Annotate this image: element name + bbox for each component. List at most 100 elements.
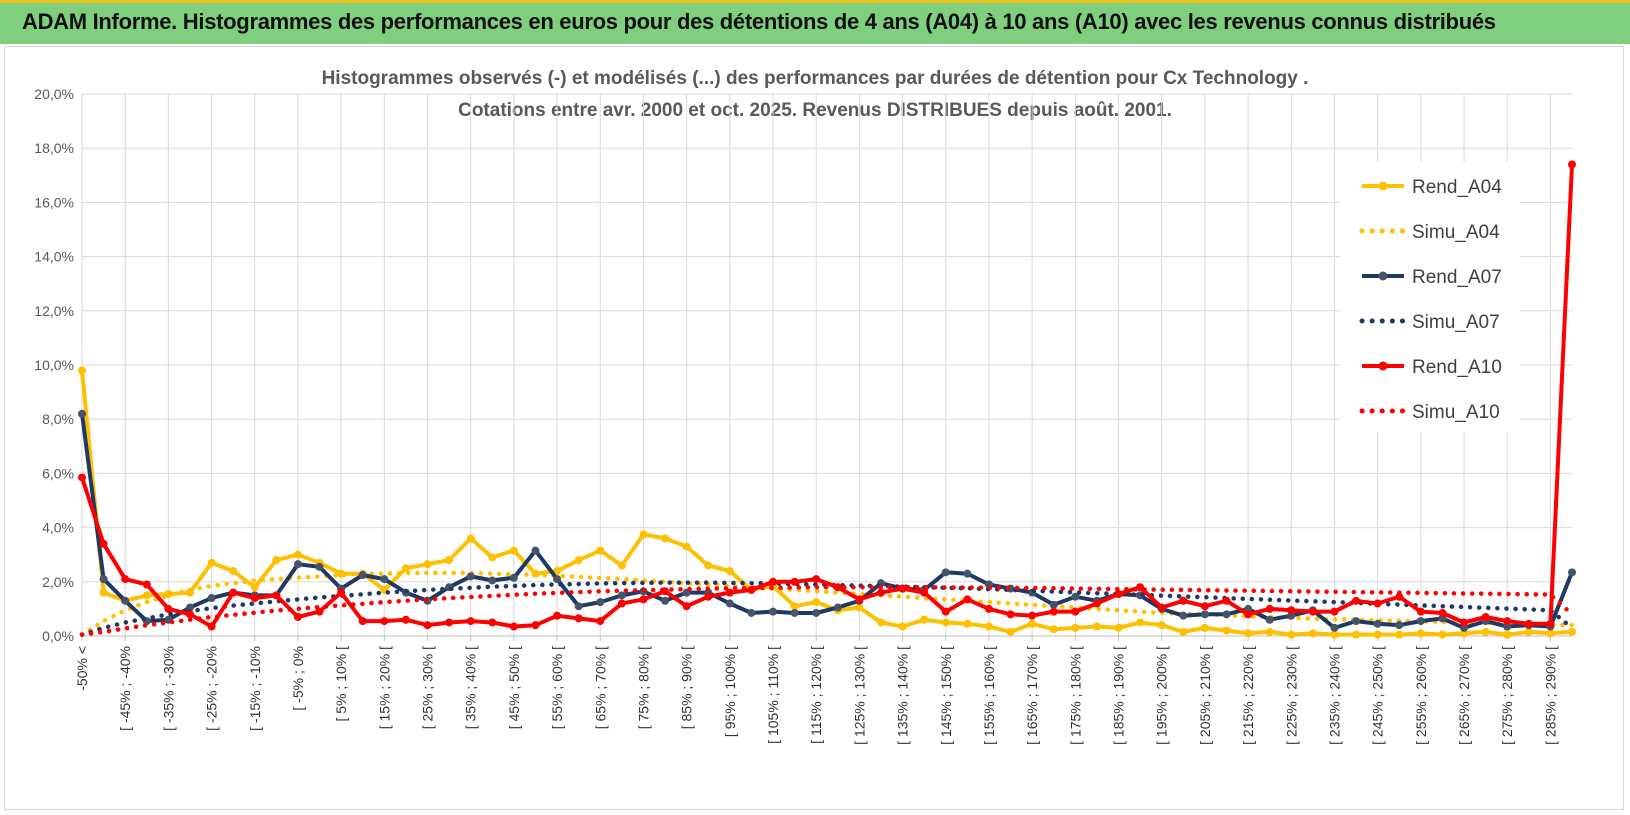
data-point-rend-a04 [1006,627,1015,636]
data-point-rend-a10 [1524,619,1533,628]
data-point-rend-a07 [1200,610,1209,619]
data-point-rend-a07 [358,571,367,580]
data-point-rend-a04 [207,558,216,567]
data-point-rend-a04 [574,556,583,565]
data-point-rend-a10 [1373,599,1382,608]
data-point-rend-a07 [99,575,108,584]
data-point-rend-a10 [380,617,389,626]
data-point-rend-a10 [1287,606,1296,615]
report-title: ADAM Informe. Histogrammes des performan… [22,9,1496,34]
data-point-rend-a10 [1028,611,1037,620]
x-tick-label: [ 65% ; 70% [ [592,646,608,729]
data-point-rend-a07 [1568,568,1576,577]
data-point-rend-a10 [250,594,259,603]
legend-label-rend-a04: Rend_A04 [1412,177,1502,198]
x-tick-label: [ 155% ; 160% [ [981,646,997,745]
data-point-rend-a10 [509,622,518,631]
data-point-rend-a10 [1460,618,1469,627]
data-point-rend-a04 [963,619,972,628]
x-tick-label: [ -25% ; -20% [204,646,220,731]
data-point-rend-a04 [1179,627,1188,636]
x-tick-label: [ 125% ; 130% [ [851,646,867,745]
y-tick-label: 12,0% [34,303,74,319]
data-point-rend-a04 [1200,623,1209,632]
legend-background [1340,162,1520,432]
data-point-rend-a04 [553,566,562,575]
data-point-rend-a04 [1395,630,1404,639]
data-point-rend-a07 [963,569,972,578]
data-point-rend-a07 [1416,617,1425,626]
data-point-rend-a10 [293,613,302,622]
data-point-rend-a04 [250,583,259,592]
y-tick-label: 8,0% [42,411,74,427]
data-point-rend-a04 [617,561,626,570]
y-tick-label: 6,0% [42,465,74,481]
chart-frame [4,46,1624,810]
data-point-rend-a10 [1265,604,1274,613]
data-point-rend-a10 [1395,592,1404,601]
data-point-rend-a07 [1071,592,1080,601]
y-tick-label: 16,0% [34,194,74,210]
data-point-rend-a07 [725,599,734,608]
data-point-rend-a10 [142,580,151,589]
data-point-rend-a07 [661,596,670,605]
data-point-rend-a04 [1546,629,1555,638]
x-tick-label: [ 205% ; 210% [ [1197,646,1213,745]
x-tick-label: [ 285% ; 290% [ [1542,646,1558,745]
data-point-rend-a07 [380,575,389,584]
data-point-rend-a04 [99,588,108,597]
data-point-rend-a07 [1330,623,1339,632]
data-point-rend-a04 [1352,630,1361,639]
data-point-rend-a10 [272,591,281,600]
data-point-rend-a10 [920,588,929,597]
data-point-rend-a07 [1265,615,1274,624]
data-point-rend-a10 [1568,160,1576,169]
data-point-rend-a07 [315,562,324,571]
data-point-rend-a10 [423,621,432,630]
data-point-rend-a10 [1330,607,1339,616]
data-point-rend-a04 [1308,629,1317,638]
data-point-rend-a07 [1049,600,1058,609]
data-point-rend-a10 [1503,617,1512,626]
x-tick-label: [ 115% ; 120% [ [808,646,824,744]
data-point-rend-a04 [812,598,821,607]
header-banner: ADAM Informe. Histogrammes des performan… [0,0,1630,44]
x-tick-label: [ 145% ; 150% [ [938,646,954,745]
y-tick-label: 18,0% [34,140,74,156]
data-point-rend-a04 [596,546,605,555]
data-point-rend-a10 [164,604,173,613]
legend-marker-rend-a07 [1378,271,1388,281]
x-tick-label: [ 195% ; 200% [ [1154,646,1170,745]
data-point-rend-a04 [423,560,432,569]
data-point-rend-a04 [1244,629,1253,638]
data-point-rend-a10 [574,614,583,623]
x-tick-label: [ 215% ; 220% [ [1240,646,1256,745]
data-point-rend-a07 [293,560,302,569]
data-point-rend-a10 [682,602,691,611]
data-point-rend-a10 [1352,596,1361,605]
data-point-rend-a04 [1503,630,1512,639]
data-point-rend-a07 [1395,621,1404,630]
data-point-rend-a10 [1200,602,1209,611]
data-point-rend-a07 [466,572,475,581]
data-point-rend-a10 [229,588,238,597]
series-line-simu-a10 [79,584,1575,637]
data-point-rend-a10 [1071,607,1080,616]
data-point-rend-a10 [1244,610,1253,619]
data-point-rend-a10 [207,622,216,631]
series-line-simu-a07 [79,580,1575,637]
x-tick-label: [ 235% ; 240% [ [1326,646,1342,745]
data-point-rend-a07 [553,575,562,584]
data-point-rend-a07 [833,603,842,612]
x-tick-label: [ 225% ; 230% [ [1283,646,1299,745]
data-point-rend-a10 [617,599,626,608]
data-point-rend-a10 [725,588,734,597]
data-point-rend-a07 [488,576,497,585]
y-tick-label: 2,0% [42,574,74,590]
data-point-rend-a04 [229,566,238,575]
data-point-rend-a04 [1028,619,1037,628]
data-point-rend-a10 [401,615,410,624]
x-tick-label: [ -35% ; -30% [160,646,176,731]
data-point-rend-a10 [553,611,562,620]
data-point-rend-a07 [1373,619,1382,628]
